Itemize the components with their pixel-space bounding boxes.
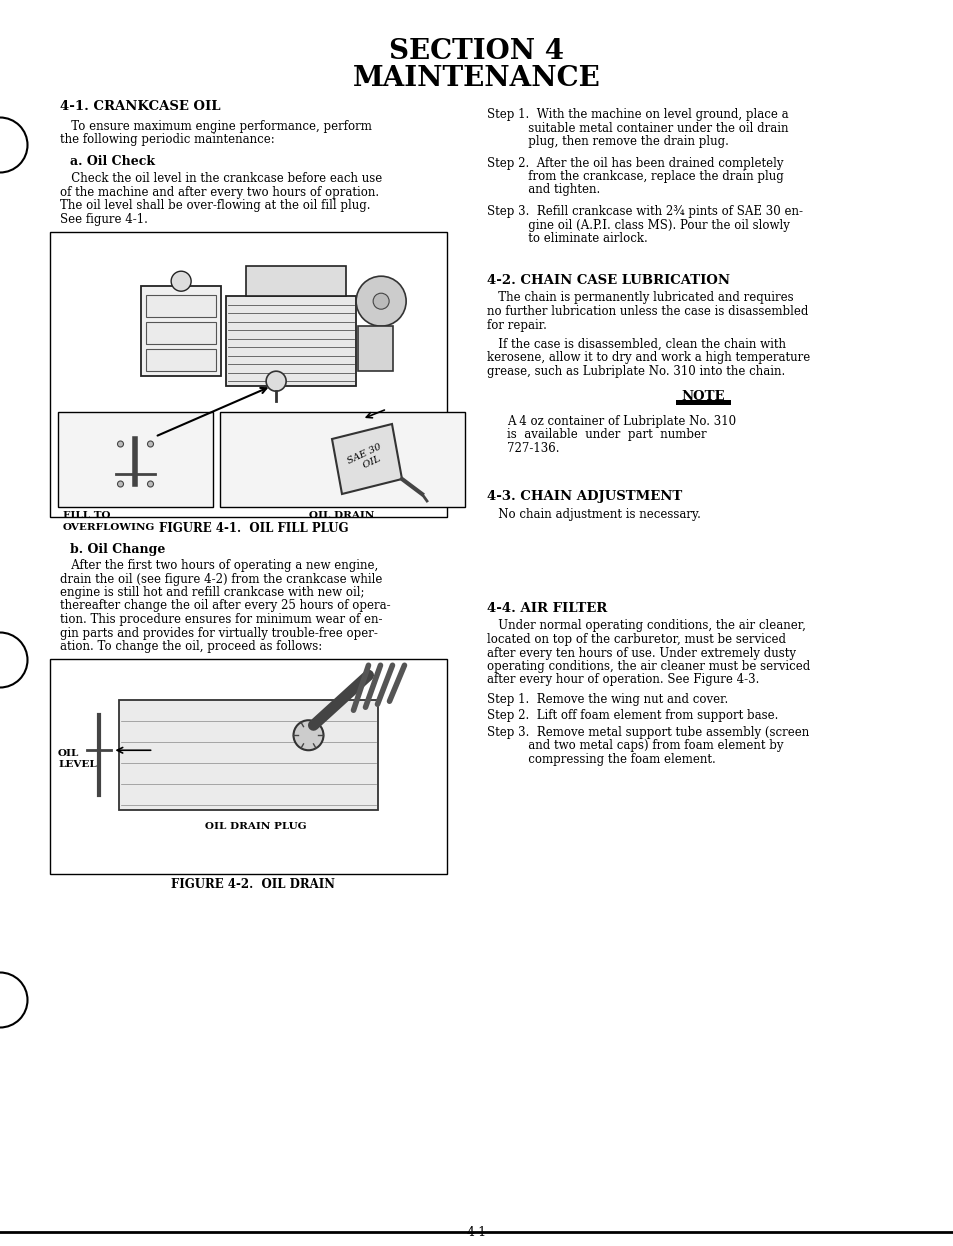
Bar <box>50 232 447 517</box>
Text: Step 1.  With the machine on level ground, place a: Step 1. With the machine on level ground… <box>486 108 788 121</box>
Text: no further lubrication unless the case is disassembled: no further lubrication unless the case i… <box>486 305 807 318</box>
Bar <box>357 326 393 371</box>
Text: engine is still hot and refill crankcase with new oil;: engine is still hot and refill crankcase… <box>60 586 364 599</box>
Text: FIGURE 4-2.  OIL DRAIN: FIGURE 4-2. OIL DRAIN <box>172 878 335 891</box>
Text: Step 2.  After the oil has been drained completely: Step 2. After the oil has been drained c… <box>486 157 782 169</box>
Text: 4-3. CHAIN ADJUSTMENT: 4-3. CHAIN ADJUSTMENT <box>486 490 681 503</box>
Text: thereafter change the oil after every 25 hours of opera-: thereafter change the oil after every 25… <box>60 599 390 613</box>
Text: A 4 oz container of Lubriplate No. 310: A 4 oz container of Lubriplate No. 310 <box>506 415 736 427</box>
Circle shape <box>148 441 153 447</box>
Bar <box>50 658 447 873</box>
Text: Check the oil level in the crankcase before each use: Check the oil level in the crankcase bef… <box>60 172 382 186</box>
Text: of the machine and after every two hours of opration.: of the machine and after every two hours… <box>60 186 378 199</box>
Text: FILL TO: FILL TO <box>63 512 111 521</box>
Text: after every ten hours of use. Under extremely dusty: after every ten hours of use. Under extr… <box>486 647 795 659</box>
Text: 727-136.: 727-136. <box>506 441 558 455</box>
Bar <box>141 287 221 376</box>
Text: No chain adjustment is necessary.: No chain adjustment is necessary. <box>486 508 700 521</box>
Text: gine oil (A.P.I. class MS). Pour the oil slowly: gine oil (A.P.I. class MS). Pour the oil… <box>486 218 789 232</box>
Text: LEVEL: LEVEL <box>58 760 96 769</box>
Text: grease, such as Lubriplate No. 310 into the chain.: grease, such as Lubriplate No. 310 into … <box>486 365 784 378</box>
Bar <box>220 411 464 507</box>
Polygon shape <box>332 424 401 493</box>
Text: kerosene, allow it to dry and work a high temperature: kerosene, allow it to dry and work a hig… <box>486 351 809 365</box>
Text: gin parts and provides for virtually trouble-free oper-: gin parts and provides for virtually tro… <box>60 627 377 639</box>
Text: See figure 4-1.: See figure 4-1. <box>60 213 148 226</box>
Bar <box>146 295 216 318</box>
Text: and tighten.: and tighten. <box>486 183 599 197</box>
Text: After the first two hours of operating a new engine,: After the first two hours of operating a… <box>60 559 377 572</box>
Circle shape <box>117 481 123 487</box>
Circle shape <box>355 277 406 326</box>
Text: is  available  under  part  number: is available under part number <box>506 427 706 441</box>
Text: for repair.: for repair. <box>486 319 546 331</box>
Bar <box>118 700 378 810</box>
Text: Step 2.  Lift off foam element from support base.: Step 2. Lift off foam element from suppo… <box>486 709 778 723</box>
Text: NOTE: NOTE <box>681 390 724 404</box>
Text: OIL: OIL <box>58 749 79 758</box>
Text: plug, then remove the drain plug.: plug, then remove the drain plug. <box>486 135 728 148</box>
Text: SECTION 4: SECTION 4 <box>389 37 564 65</box>
Circle shape <box>171 272 191 292</box>
Circle shape <box>294 720 323 750</box>
Text: OIL FILL PLUG: OIL FILL PLUG <box>65 425 153 435</box>
Text: FIGURE 4-1.  OIL FILL PLUG: FIGURE 4-1. OIL FILL PLUG <box>158 522 348 535</box>
Text: b. Oil Change: b. Oil Change <box>70 543 165 557</box>
Text: OIL DRAIN: OIL DRAIN <box>309 512 375 521</box>
Text: 4-1. CRANKCASE OIL: 4-1. CRANKCASE OIL <box>60 100 220 113</box>
Text: 4-1: 4-1 <box>466 1226 487 1239</box>
Text: suitable metal container under the oil drain: suitable metal container under the oil d… <box>486 122 788 135</box>
Text: To ensure maximum engine performance, perform: To ensure maximum engine performance, pe… <box>60 120 372 133</box>
Text: MAINTENANCE: MAINTENANCE <box>353 65 600 92</box>
Text: SAE 30
  OIL: SAE 30 OIL <box>346 442 387 476</box>
Text: OVERFLOWING: OVERFLOWING <box>63 522 155 532</box>
Text: tion. This procedure ensures for minimum wear of en-: tion. This procedure ensures for minimum… <box>60 613 382 625</box>
Circle shape <box>117 441 123 447</box>
Circle shape <box>148 481 153 487</box>
Text: The oil level shall be over-flowing at the oil fill plug.: The oil level shall be over-flowing at t… <box>60 199 370 213</box>
Bar <box>146 349 216 371</box>
Bar <box>146 323 216 344</box>
Text: to eliminate airlock.: to eliminate airlock. <box>486 232 647 245</box>
Text: The chain is permanently lubricated and requires: The chain is permanently lubricated and … <box>486 292 793 304</box>
Text: drain the oil (see figure 4-2) from the crankcase while: drain the oil (see figure 4-2) from the … <box>60 572 382 586</box>
Text: located on top of the carburetor, must be serviced: located on top of the carburetor, must b… <box>486 633 785 645</box>
Text: from the crankcase, replace the drain plug: from the crankcase, replace the drain pl… <box>486 169 783 183</box>
Text: 4-4. AIR FILTER: 4-4. AIR FILTER <box>486 602 607 614</box>
Text: OIL DRAIN PLUG: OIL DRAIN PLUG <box>205 822 306 831</box>
Bar <box>676 400 730 405</box>
Bar <box>226 297 355 386</box>
Circle shape <box>266 371 286 391</box>
Text: Step 1.  Remove the wing nut and cover.: Step 1. Remove the wing nut and cover. <box>486 693 727 706</box>
Bar <box>246 267 346 297</box>
Circle shape <box>373 293 389 309</box>
Text: operating conditions, the air cleaner must be serviced: operating conditions, the air cleaner mu… <box>486 660 809 673</box>
Text: a. Oil Check: a. Oil Check <box>70 155 154 168</box>
Text: Under normal operating conditions, the air cleaner,: Under normal operating conditions, the a… <box>486 619 805 633</box>
Text: If the case is disassembled, clean the chain with: If the case is disassembled, clean the c… <box>486 338 785 351</box>
Text: compressing the foam element.: compressing the foam element. <box>486 753 715 766</box>
Text: ation. To change the oil, proceed as follows:: ation. To change the oil, proceed as fol… <box>60 640 322 653</box>
Text: after every hour of operation. See Figure 4-3.: after every hour of operation. See Figur… <box>486 674 759 687</box>
Text: 4-2. CHAIN CASE LUBRICATION: 4-2. CHAIN CASE LUBRICATION <box>486 274 729 287</box>
Text: Step 3.  Refill crankcase with 2¾ pints of SAE 30 en-: Step 3. Refill crankcase with 2¾ pints o… <box>486 206 802 218</box>
Text: the following periodic maintenance:: the following periodic maintenance: <box>60 133 274 147</box>
Text: and two metal caps) from foam element by: and two metal caps) from foam element by <box>486 739 782 753</box>
Text: Step 3.  Remove metal support tube assembly (screen: Step 3. Remove metal support tube assemb… <box>486 726 808 739</box>
Bar <box>58 411 213 507</box>
